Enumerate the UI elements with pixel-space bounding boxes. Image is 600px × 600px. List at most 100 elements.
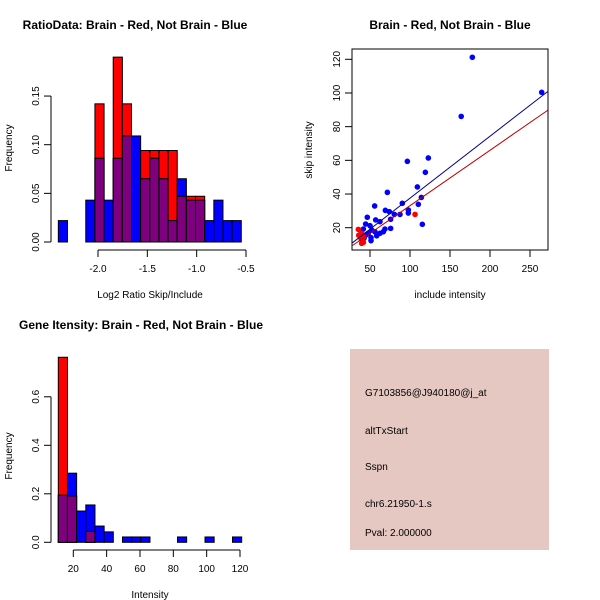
intensity-histogram-title: Gene Itensity: Brain - Red, Not Brain - …	[19, 318, 263, 332]
bar-overlap	[140, 178, 151, 243]
y-tick-label: 0.2	[31, 486, 42, 500]
info-box	[350, 349, 549, 550]
intensity-histogram-panel: Gene Itensity: Brain - Red, Not Brain - …	[4, 318, 263, 600]
scatter-panel: Brain - Red, Not Brain - Blue include in…	[304, 18, 549, 301]
fit-line-blue	[351, 91, 548, 244]
bar-not-brain	[94, 525, 105, 543]
point-blue	[538, 89, 545, 96]
bar-not-brain	[222, 220, 233, 243]
y-tick-label: 0.05	[31, 183, 42, 203]
bar-not-brain	[231, 220, 242, 243]
info-panel: G7103856@J940180@j_at altTxStart Sspn ch…	[350, 349, 549, 550]
bar-not-brain	[103, 531, 114, 543]
y-tick-label: 120	[332, 51, 343, 68]
info-pval: Pval: 2.000000	[365, 528, 432, 539]
bar-overlap	[57, 494, 68, 543]
bar-not-brain	[204, 536, 215, 543]
ratio-histogram-panel: RatioData: Brain - Red, Not Brain - Blue…	[4, 18, 255, 301]
ratio-histogram-axes: -2.0 -1.5 -1.0 -0.5 0.00 0.05 0.10 0.15	[31, 86, 255, 275]
bar-overlap	[85, 530, 96, 543]
bar-not-brain	[131, 135, 142, 243]
x-tick-label: 50	[364, 264, 376, 275]
bar-not-brain	[103, 199, 114, 243]
point-blue	[373, 232, 380, 239]
point-red	[358, 240, 365, 247]
x-tick-label: 40	[101, 564, 113, 575]
point-blue	[367, 222, 373, 229]
point-red	[355, 226, 362, 233]
intensity-histogram-ylabel: Frequency	[4, 432, 15, 479]
y-tick-label: 0.6	[31, 389, 42, 403]
point-blue	[368, 237, 374, 244]
scatter-marks	[351, 54, 548, 247]
x-tick-label: -1.5	[139, 264, 157, 275]
fit-line-red	[351, 109, 548, 247]
bar-not-brain	[176, 536, 188, 543]
bar-overlap	[112, 157, 123, 243]
intensity-histogram-bars	[57, 356, 243, 543]
bar-not-brain	[76, 510, 87, 543]
y-tick-label: 40	[332, 188, 343, 200]
bar-not-brain	[121, 536, 133, 543]
scatter-ylabel: skip intensity	[304, 121, 315, 178]
point-blue	[458, 113, 465, 120]
bar-not-brain	[57, 220, 68, 243]
info-gene-name: Sspn	[365, 462, 388, 473]
point-blue	[415, 201, 422, 208]
point-blue	[419, 221, 426, 228]
point-blue	[469, 54, 476, 61]
x-tick-label: 250	[522, 264, 539, 275]
scatter-xlabel: include intensity	[414, 290, 485, 301]
bar-not-brain	[85, 199, 96, 243]
x-tick-label: 60	[134, 564, 146, 575]
x-tick-label: -2.0	[89, 264, 107, 275]
x-tick-label: 100	[402, 264, 419, 275]
point-blue	[404, 158, 411, 165]
point-blue	[364, 214, 371, 221]
y-tick-label: 100	[332, 84, 343, 101]
x-tick-label: 150	[442, 264, 459, 275]
y-tick-label: 0.15	[31, 86, 42, 106]
y-tick-label: 60	[332, 154, 343, 166]
info-location: chr6.21950-1.s	[365, 499, 432, 510]
y-tick-label: 0.0	[31, 535, 42, 549]
y-tick-label: 80	[332, 121, 343, 133]
bar-not-brain	[131, 536, 142, 543]
scatter-title: Brain - Red, Not Brain - Blue	[369, 18, 531, 32]
bar-overlap	[195, 199, 206, 243]
point-blue	[387, 225, 394, 232]
y-tick-label: 0.10	[31, 135, 42, 155]
x-tick-label: 100	[198, 564, 215, 575]
point-blue	[380, 228, 387, 235]
bar-overlap	[158, 178, 169, 243]
point-blue	[414, 184, 421, 190]
x-tick-label: 120	[232, 564, 249, 575]
ratio-histogram-title: RatioData: Brain - Red, Not Brain - Blue	[23, 18, 248, 32]
bar-overlap	[176, 195, 187, 243]
bar-not-brain	[231, 536, 243, 543]
bar-overlap	[185, 199, 197, 243]
point-blue	[405, 210, 412, 216]
x-tick-label: -0.5	[237, 264, 255, 275]
info-probe-id: G7103856@J940180@j_at	[365, 388, 487, 399]
intensity-histogram-axes: 20 40 60 80 100 120 0.0 0.2 0.4 0.6	[31, 389, 249, 575]
x-tick-label: 200	[482, 264, 499, 275]
bar-overlap	[94, 157, 105, 243]
bar-overlap	[121, 135, 133, 243]
y-tick-label: 0.4	[31, 438, 42, 452]
y-tick-label: 20	[332, 222, 343, 234]
bar-overlap	[66, 495, 78, 543]
point-blue	[362, 221, 369, 227]
point-blue	[371, 203, 378, 209]
ratio-histogram-xlabel: Log2 Ratio Skip/Include	[97, 290, 203, 301]
x-tick-label: 20	[68, 564, 80, 575]
point-red	[412, 211, 418, 218]
bar-not-brain	[213, 199, 224, 243]
point-blue	[384, 189, 391, 196]
scatter-axes: 50 100 150 200 250 20 40 60 80 100 120	[332, 51, 539, 275]
ratio-histogram-bars	[57, 56, 242, 243]
x-tick-label: -1.0	[188, 264, 206, 275]
y-tick-label: 0.00	[31, 232, 42, 252]
